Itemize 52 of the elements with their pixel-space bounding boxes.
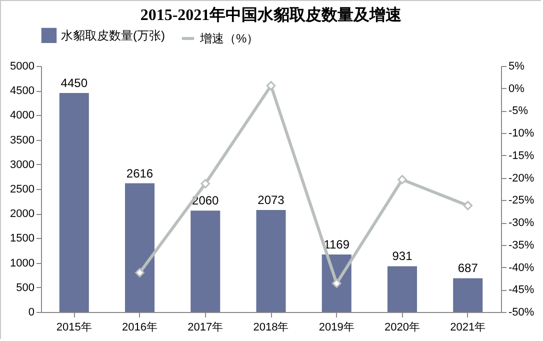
- y2-tick-label: -45%: [508, 284, 534, 296]
- data-label: 1169: [324, 237, 350, 252]
- y-tick-label: 2000: [10, 208, 34, 220]
- x-tick-label: 2015年: [56, 322, 92, 334]
- y-tick-label: 4500: [10, 85, 34, 98]
- bar: [387, 266, 418, 312]
- y2-tick-label: -30%: [508, 217, 534, 230]
- y2-tick-label: 0%: [508, 82, 525, 95]
- legend-label: 水貂取皮数量(万张): [61, 28, 165, 42]
- y-tick-label: 5000: [10, 60, 34, 72]
- point: [135, 268, 144, 278]
- y2-tick-label: -50%: [508, 306, 534, 318]
- y-tick-label: 1000: [10, 257, 34, 270]
- x-tick-label: 2021年: [450, 322, 486, 334]
- x-tick-label: 2016年: [122, 322, 158, 334]
- data-label: 687: [458, 261, 478, 276]
- bar: [190, 210, 220, 312]
- y2-tick-label: -15%: [508, 150, 534, 162]
- x-tick-label: 2017年: [188, 322, 224, 334]
- y-tick-label: 4000: [10, 110, 34, 122]
- y2-tick-label: 5%: [508, 60, 525, 72]
- chart-title: 2015-2021年中国水貂取皮数量及增速: [140, 6, 403, 24]
- y-tick-label: 3500: [10, 134, 34, 146]
- y2-tick-label: -25%: [508, 194, 534, 207]
- point: [266, 81, 276, 90]
- y2-tick-label: -5%: [508, 105, 528, 118]
- y2-tick-label: -40%: [508, 262, 534, 274]
- bar: [59, 93, 89, 312]
- y-tick-label: 3000: [10, 158, 34, 171]
- x-tick-label: 2019年: [318, 322, 354, 334]
- y-tick-label: 2500: [10, 184, 34, 196]
- bar: [453, 278, 483, 312]
- legend-label: 增速（%）: [199, 32, 259, 46]
- data-label: 2616: [126, 166, 154, 180]
- y-tick-label: 1500: [10, 232, 34, 245]
- point: [332, 278, 342, 288]
- data-label: 2060: [192, 194, 220, 208]
- data-label: 2073: [258, 193, 285, 208]
- y2-tick-label: -35%: [508, 239, 534, 252]
- point: [398, 174, 407, 184]
- y-tick-label: 0: [28, 306, 34, 318]
- x-tick-label: 2020年: [384, 322, 420, 334]
- point: [200, 179, 210, 188]
- y2-tick-label: -20%: [508, 172, 534, 184]
- data-label: 4450: [60, 76, 88, 90]
- y-tick-label: 500: [16, 282, 34, 294]
- bar: [256, 210, 286, 312]
- point: [463, 200, 472, 210]
- x-tick-label: 2018年: [253, 322, 289, 334]
- data-label: 931: [392, 249, 413, 264]
- bar: [124, 183, 155, 312]
- y2-tick-label: -10%: [508, 128, 534, 140]
